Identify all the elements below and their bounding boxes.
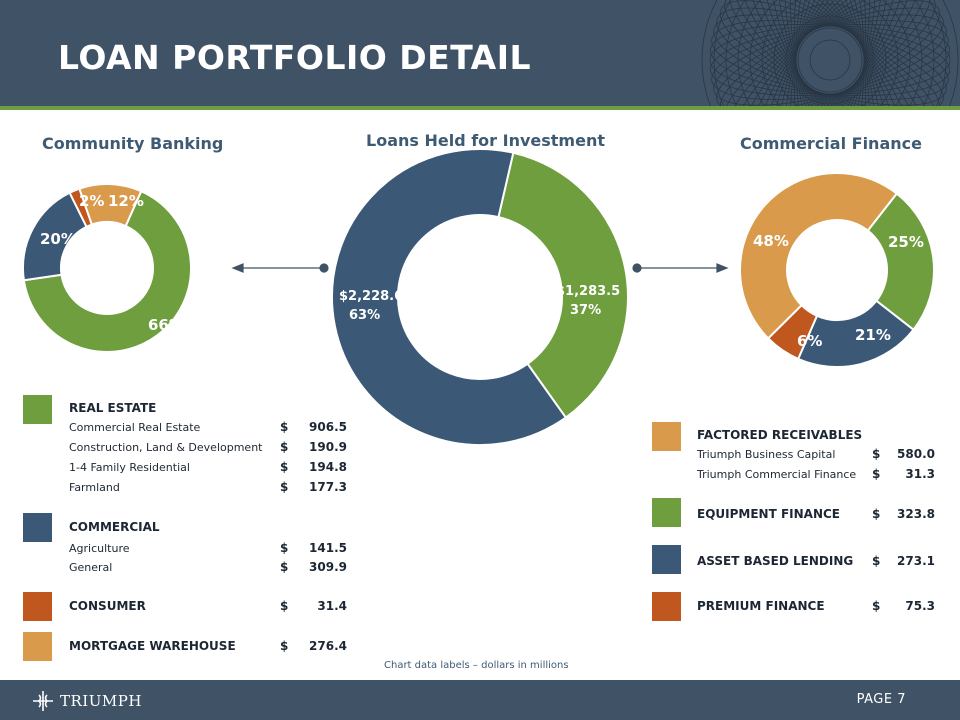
legend-item-amount: 580.0	[897, 447, 935, 461]
currency-symbol: $	[872, 467, 881, 481]
left-connector-arrow	[231, 263, 329, 273]
legend-item-amount: 75.3	[905, 599, 935, 613]
legend-item-amount: 906.5	[309, 420, 347, 434]
lhi-percent-commercial-finance: 37%	[570, 303, 602, 318]
currency-symbol: $	[280, 420, 289, 434]
footer-bar: TRIUMPH PAGE 7	[0, 680, 960, 720]
legend-heading-asset-based-lending: ASSET BASED LENDING	[697, 554, 854, 568]
currency-symbol: $	[280, 639, 289, 653]
right-connector-arrow	[632, 263, 729, 273]
legend-item-amount: 273.1	[897, 554, 935, 568]
lhi-value-community-banking: $2,228.6	[339, 289, 404, 304]
legend-swatch-real-estate	[23, 395, 52, 424]
community-banking-title: Community Banking	[42, 134, 224, 153]
legend-heading-consumer: CONSUMER	[69, 599, 146, 613]
legend-heading-mortgage-warehouse: MORTGAGE WAREHOUSE	[69, 639, 236, 653]
currency-symbol: $	[872, 507, 881, 521]
donut-slice-equipment-finance	[866, 192, 935, 332]
header-bar: LOAN PORTFOLIO DETAIL	[0, 0, 960, 106]
legend-item-amount: 276.4	[309, 639, 347, 653]
donut-slice-commercial-finance	[497, 151, 629, 419]
commercial-finance-title: Commercial Finance	[740, 134, 922, 153]
chart-note: Chart data labels – dollars in millions	[384, 660, 569, 671]
legend-item-amount: 31.4	[317, 599, 347, 613]
legend-heading-real-estate: REAL ESTATE	[69, 401, 157, 415]
legend-item-amount: 323.8	[897, 507, 935, 521]
legend-item-label: Commercial Real Estate	[69, 421, 201, 434]
currency-symbol: $	[280, 599, 289, 613]
triumph-logo: TRIUMPH	[32, 690, 142, 712]
legend-item-amount: 190.9	[309, 440, 347, 454]
legend-swatch-mortgage-warehouse	[23, 632, 52, 661]
currency-symbol: $	[280, 480, 289, 494]
legend-item-label: Agriculture	[69, 542, 130, 555]
donut-slice-factored-receivables	[739, 172, 899, 340]
donut-slice-mortgage-warehouse	[78, 183, 143, 228]
legend-item-label: Triumph Business Capital	[697, 448, 836, 461]
cb-label-mortgage-warehouse: 12%	[108, 192, 144, 210]
cb-label-consumer: 2%	[79, 192, 105, 210]
donut-charts	[22, 148, 935, 446]
logo-text: TRIUMPH	[60, 692, 142, 710]
lhi-percent-community-banking: 63%	[349, 308, 381, 323]
cf-label-premium-finance: 6%	[797, 332, 823, 350]
legend-swatch-consumer	[23, 592, 52, 621]
commercial-finance-donut	[739, 172, 935, 368]
legend-swatch-premium-finance	[652, 592, 681, 621]
legend-heading-premium-finance: PREMIUM FINANCE	[697, 599, 825, 613]
page-title: LOAN PORTFOLIO DETAIL	[58, 38, 532, 77]
community-banking-donut	[22, 183, 192, 353]
cb-label-commercial: 20%	[40, 230, 76, 248]
legend-item-label: General	[69, 561, 113, 574]
lhi-value-commercial-finance: $1,283.5	[556, 284, 621, 299]
legend-item-amount: 194.8	[309, 460, 347, 474]
rosette-ornament-icon	[701, 0, 959, 106]
cb-label-real-estate: 66%	[148, 316, 184, 334]
legend-swatch-commercial	[23, 513, 52, 542]
legend-item-label: Construction, Land & Development	[69, 441, 263, 454]
loans-held-donut	[331, 148, 629, 446]
currency-symbol: $	[872, 599, 881, 613]
currency-symbol: $	[872, 447, 881, 461]
triumph-cross-icon	[33, 691, 53, 711]
legend-heading-equipment-finance: EQUIPMENT FINANCE	[697, 507, 840, 521]
header-accent-line	[0, 106, 960, 110]
legend-item-label: 1-4 Family Residential	[69, 461, 190, 474]
currency-symbol: $	[280, 560, 289, 574]
currency-symbol: $	[280, 440, 289, 454]
legend-item-amount: 177.3	[309, 480, 347, 494]
legend-item-label: Farmland	[69, 481, 120, 494]
legend-swatch-factored-receivables	[652, 422, 681, 451]
cf-label-equipment-finance: 25%	[888, 233, 924, 251]
legend-swatch-equipment-finance	[652, 498, 681, 527]
legend-heading-factored-receivables: FACTORED RECEIVABLES	[697, 428, 863, 442]
currency-symbol: $	[872, 554, 881, 568]
donut-slice-real-estate	[22, 189, 192, 353]
legend-item-amount: 31.3	[905, 467, 935, 481]
page-number: PAGE 7	[856, 692, 906, 707]
currency-symbol: $	[280, 541, 289, 555]
legend-item-amount: 309.9	[309, 560, 347, 574]
legend-item-amount: 141.5	[309, 541, 347, 555]
legend-heading-commercial: COMMERCIAL	[69, 520, 160, 534]
cf-label-asset-based-lending: 21%	[855, 326, 891, 344]
currency-symbol: $	[280, 460, 289, 474]
donut-slice-community-banking	[331, 148, 568, 446]
legend-item-label: Triumph Commercial Finance	[697, 468, 857, 481]
legend-swatch-asset-based-lending	[652, 545, 681, 574]
cf-label-factored-receivables: 48%	[753, 232, 789, 250]
loans-held-title: Loans Held for Investment	[366, 131, 605, 150]
